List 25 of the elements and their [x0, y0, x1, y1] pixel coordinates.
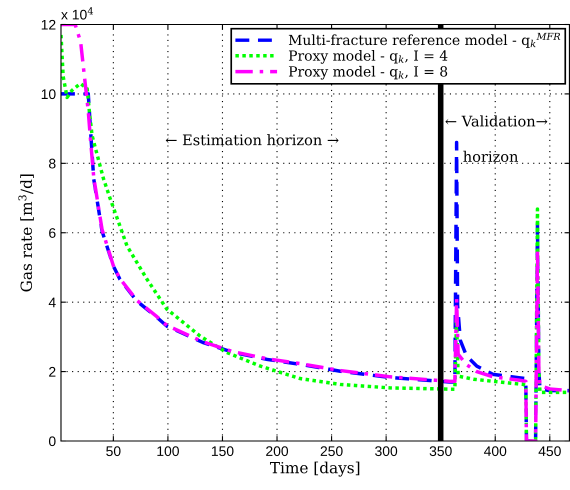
y-tick-label: 2 — [49, 366, 56, 377]
annotation: ← Validation→ — [445, 115, 548, 127]
y-tick-label: 12 — [42, 20, 56, 30]
x-tick-label: 150 — [212, 446, 234, 456]
annotation: horizon — [463, 150, 518, 162]
x-tick-label: 200 — [266, 446, 288, 456]
y-axis-title: Gas rate [m$^{3}$/d] — [18, 174, 34, 292]
legend-label: Multi-fracture reference model - q$_{k}$$^{MFR}$ — [288, 32, 560, 48]
x-tick-label: 250 — [320, 446, 343, 456]
legend-label: Proxy model - q$_{k}$, I = 4 — [288, 50, 448, 64]
x-tick-label: 100 — [157, 446, 179, 456]
x-tick-label: 300 — [375, 446, 398, 456]
x-tick-label: 400 — [484, 446, 506, 456]
text: x 10$^{4}$ — [61, 7, 94, 20]
x-tick-label: 50 — [106, 446, 121, 456]
x-tick-label: 450 — [538, 446, 561, 456]
y-tick-label: 8 — [49, 158, 56, 169]
x-tick-label: 350 — [430, 446, 452, 456]
x-axis-title: Time [days] — [270, 462, 360, 477]
legend-label: Proxy model - q$_{k}$, I = 8 — [288, 66, 448, 80]
y-tick-label: 4 — [48, 298, 56, 308]
y-tick-label: 0 — [48, 436, 56, 446]
y-tick-label: 6 — [49, 228, 56, 238]
y-tick-label: 10 — [42, 89, 56, 100]
annotation: ← Estimation horizon → — [166, 134, 339, 146]
